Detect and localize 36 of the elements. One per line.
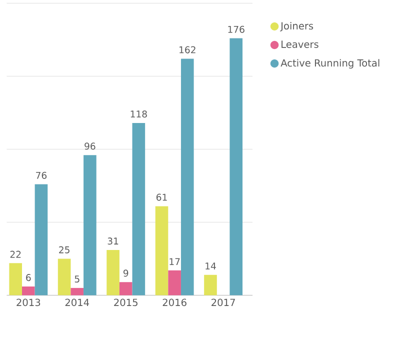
legend-label: Joiners xyxy=(280,22,314,32)
legend-label: Leavers xyxy=(282,40,318,48)
data-label: 22 xyxy=(10,251,21,258)
bar xyxy=(70,288,84,296)
bar xyxy=(58,258,71,296)
bar xyxy=(180,58,194,296)
x-tick-label: 2013 xyxy=(16,298,40,306)
bar xyxy=(119,282,132,296)
legend-label: Active Running Total xyxy=(280,59,380,69)
bar xyxy=(155,206,168,296)
data-label: 176 xyxy=(228,26,244,34)
bar xyxy=(84,155,96,296)
data-label: 162 xyxy=(180,46,196,54)
bar xyxy=(204,275,217,296)
data-label: 9 xyxy=(123,270,128,277)
data-label: 6 xyxy=(26,274,31,282)
data-label: 5 xyxy=(74,276,80,283)
data-label: 31 xyxy=(108,238,118,245)
bar xyxy=(230,38,243,296)
data-label: 17 xyxy=(170,258,180,266)
bar xyxy=(22,286,35,296)
bar xyxy=(132,123,146,296)
x-tick-label: 2017 xyxy=(212,298,235,306)
bar xyxy=(9,263,22,296)
data-label: 76 xyxy=(36,172,47,180)
data-label: 25 xyxy=(59,246,70,254)
x-tick-label: 2016 xyxy=(162,298,186,306)
data-label: 14 xyxy=(206,262,216,270)
bar xyxy=(168,270,181,296)
bar xyxy=(34,184,48,296)
data-label: 118 xyxy=(130,110,147,118)
data-label: 61 xyxy=(156,194,167,201)
x-tick-label: 2015 xyxy=(114,298,138,306)
data-label: 96 xyxy=(84,142,96,150)
bar xyxy=(106,250,120,296)
x-tick-label: 2014 xyxy=(65,298,90,306)
